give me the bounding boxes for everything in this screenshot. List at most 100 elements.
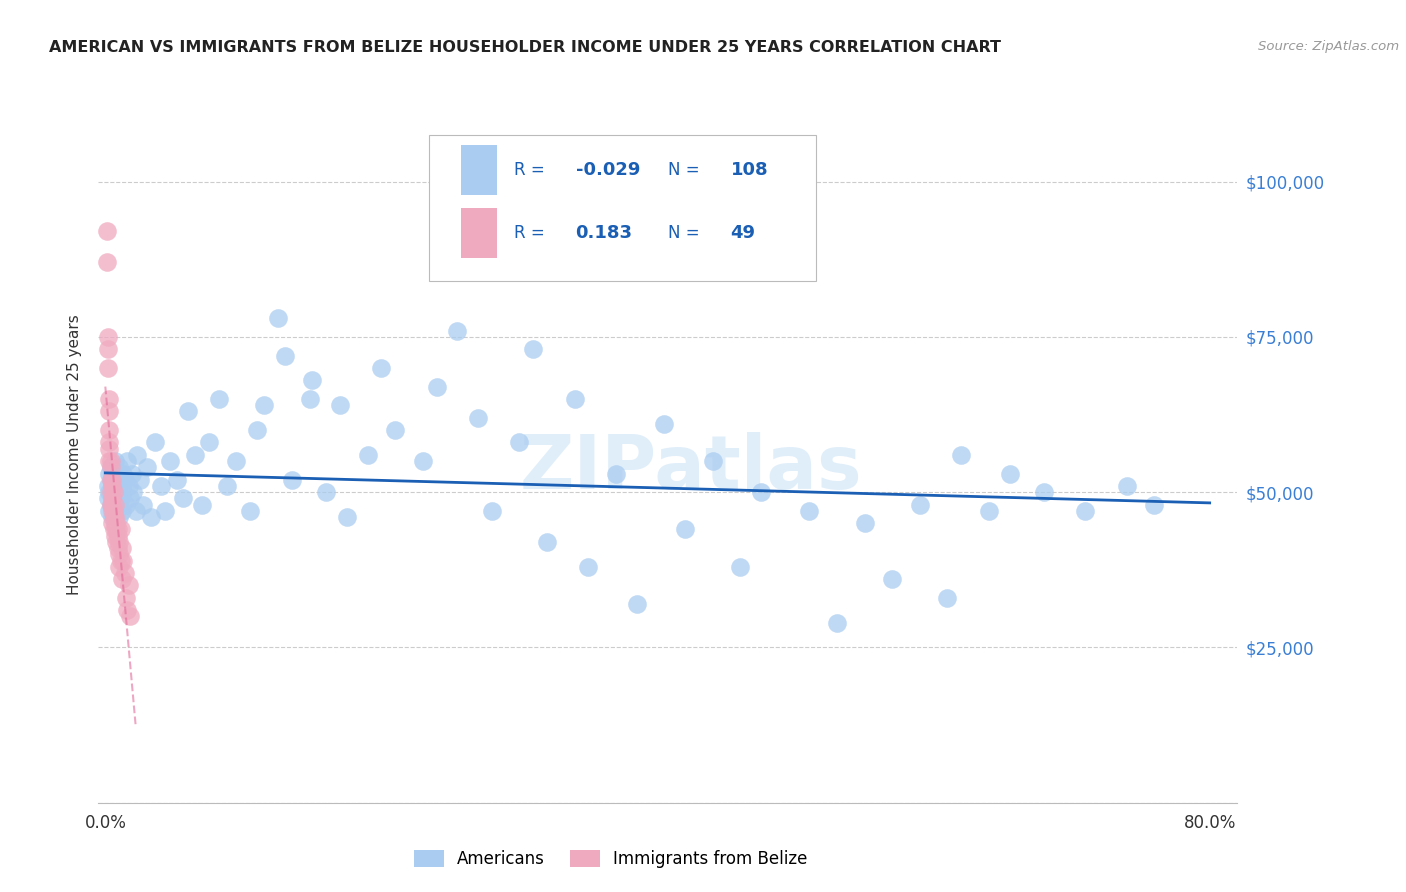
Point: [98, 504, 121, 518]
Text: 49: 49: [731, 224, 755, 242]
Text: R =: R =: [515, 224, 550, 242]
Point: [356, 448, 378, 462]
Point: [107, 467, 129, 481]
Point: [115, 591, 138, 605]
Point: [107, 541, 129, 555]
Point: [97, 491, 120, 506]
Point: [110, 553, 132, 567]
Point: [105, 510, 128, 524]
Point: [97, 343, 120, 357]
Point: [508, 435, 530, 450]
Point: [111, 504, 134, 518]
Point: [103, 498, 125, 512]
Point: [100, 454, 122, 468]
Point: [908, 498, 931, 512]
Point: [114, 473, 136, 487]
Point: [108, 559, 131, 574]
Point: [536, 534, 558, 549]
Point: [977, 504, 1000, 518]
Point: [111, 479, 134, 493]
Point: [103, 510, 125, 524]
Point: [98, 485, 121, 500]
Text: AMERICAN VS IMMIGRANTS FROM BELIZE HOUSEHOLDER INCOME UNDER 25 YEARS CORRELATION: AMERICAN VS IMMIGRANTS FROM BELIZE HOUSE…: [49, 40, 1001, 55]
Point: [446, 324, 468, 338]
Point: [100, 473, 122, 487]
Point: [103, 485, 125, 500]
Point: [128, 473, 150, 487]
Point: [97, 330, 120, 344]
Point: [253, 398, 276, 412]
Point: [749, 485, 772, 500]
Point: [702, 454, 724, 468]
Point: [108, 460, 131, 475]
Point: [98, 392, 121, 406]
Point: [135, 460, 157, 475]
Point: [105, 473, 128, 487]
Point: [104, 467, 127, 481]
Point: [246, 423, 269, 437]
Point: [98, 442, 121, 456]
Point: [139, 510, 162, 524]
Point: [114, 566, 136, 580]
Point: [103, 523, 125, 537]
Point: [1143, 498, 1166, 512]
Point: [107, 523, 129, 537]
Point: [101, 467, 124, 481]
Point: [172, 491, 194, 506]
Point: [104, 491, 127, 506]
Point: [105, 534, 128, 549]
Point: [103, 485, 125, 500]
Point: [100, 498, 122, 512]
Point: [104, 454, 127, 468]
Text: ZIPatlas: ZIPatlas: [519, 433, 862, 506]
Point: [125, 504, 148, 518]
Point: [100, 485, 122, 500]
Point: [564, 392, 586, 406]
Text: 108: 108: [731, 161, 768, 178]
Point: [101, 498, 124, 512]
Point: [101, 504, 124, 518]
Point: [96, 255, 118, 269]
Point: [98, 404, 121, 418]
Point: [104, 504, 127, 518]
Point: [225, 454, 247, 468]
Point: [1033, 485, 1056, 500]
Point: [101, 473, 124, 487]
Point: [103, 504, 125, 518]
Point: [122, 485, 145, 500]
Point: [100, 460, 122, 475]
Point: [412, 454, 434, 468]
Point: [149, 479, 172, 493]
Point: [108, 485, 131, 500]
Point: [105, 498, 128, 512]
Point: [110, 491, 132, 506]
Point: [117, 603, 139, 617]
Point: [153, 504, 176, 518]
Point: [315, 485, 337, 500]
Point: [108, 498, 131, 512]
FancyBboxPatch shape: [461, 145, 498, 194]
Point: [101, 491, 124, 506]
Point: [110, 473, 132, 487]
Point: [301, 373, 323, 387]
Point: [97, 479, 120, 493]
Point: [112, 467, 135, 481]
Point: [101, 491, 124, 506]
Point: [799, 504, 821, 518]
Point: [1115, 479, 1137, 493]
Point: [184, 448, 207, 462]
Point: [98, 454, 121, 468]
Point: [198, 435, 221, 450]
Point: [267, 311, 290, 326]
Point: [97, 360, 120, 375]
Point: [853, 516, 876, 531]
Y-axis label: Householder Income Under 25 years: Householder Income Under 25 years: [67, 315, 83, 595]
Point: [115, 498, 138, 512]
Point: [100, 498, 122, 512]
Point: [998, 467, 1021, 481]
Point: [108, 510, 131, 524]
Point: [120, 609, 142, 624]
Text: Source: ZipAtlas.com: Source: ZipAtlas.com: [1258, 40, 1399, 54]
Point: [105, 485, 128, 500]
Point: [370, 360, 392, 375]
